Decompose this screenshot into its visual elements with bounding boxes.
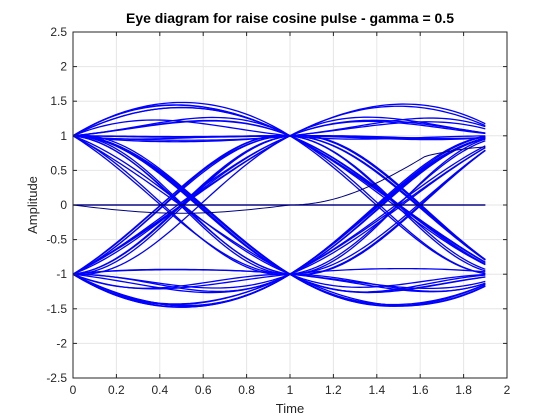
y-tick-label: 0 bbox=[60, 198, 67, 212]
eye-trace bbox=[72, 119, 486, 265]
eye-trace bbox=[72, 137, 486, 307]
chart-title: Eye diagram for raise cosine pulse - gam… bbox=[126, 10, 454, 26]
eye-trace bbox=[72, 137, 486, 293]
eye-trace bbox=[72, 135, 486, 141]
eye-trace bbox=[72, 101, 486, 275]
x-tick-label: 0.8 bbox=[238, 383, 255, 397]
eye-trace bbox=[72, 267, 486, 290]
y-axis-label: Amplitude bbox=[25, 176, 40, 234]
eye-trace bbox=[72, 134, 486, 275]
eye-trace bbox=[72, 269, 486, 293]
eye-trace bbox=[72, 119, 486, 275]
y-tick-label: -1.5 bbox=[46, 302, 67, 316]
x-tick-label: 1 bbox=[287, 383, 294, 397]
y-tick-label: -2 bbox=[56, 336, 67, 350]
x-tick-label: 1.6 bbox=[412, 383, 429, 397]
y-tick-label: -1 bbox=[56, 267, 67, 281]
y-tick-label: 0.5 bbox=[50, 163, 67, 177]
x-tick-label: 1.8 bbox=[455, 383, 472, 397]
y-tick-label: 2.5 bbox=[50, 25, 67, 39]
x-tick-label: 0 bbox=[70, 383, 77, 397]
x-tick-label: 0.4 bbox=[151, 383, 168, 397]
y-tick-label: -0.5 bbox=[46, 233, 67, 247]
x-tick-label: 0.6 bbox=[195, 383, 212, 397]
axis-ticks: 0 0.2 0.4 0.6 0.8 1 1.2 1.4 1.6 1.8 2 -2.5 -2 -1.5 -1 -… bbox=[46, 25, 510, 397]
x-tick-label: 2 bbox=[504, 383, 511, 397]
x-tick-label: 1.4 bbox=[368, 383, 385, 397]
x-tick-label: 0.2 bbox=[108, 383, 125, 397]
eye-trace bbox=[72, 135, 486, 293]
transient-trace bbox=[72, 146, 486, 214]
y-tick-label: 2 bbox=[60, 60, 67, 74]
eye-trace bbox=[72, 135, 486, 307]
y-tick-label: 1 bbox=[60, 129, 67, 143]
y-tick-label: -2.5 bbox=[46, 371, 67, 385]
eye-trace bbox=[72, 135, 486, 276]
eye-trace bbox=[72, 116, 486, 276]
x-axis-label: Time bbox=[276, 401, 304, 416]
x-tick-label: 1.2 bbox=[325, 383, 342, 397]
eye-trace bbox=[72, 135, 486, 288]
eye-trace bbox=[72, 147, 486, 289]
eye-traces bbox=[72, 101, 486, 308]
eye-trace bbox=[72, 119, 486, 140]
y-tick-label: 1.5 bbox=[50, 94, 67, 108]
eye-trace bbox=[72, 104, 486, 263]
